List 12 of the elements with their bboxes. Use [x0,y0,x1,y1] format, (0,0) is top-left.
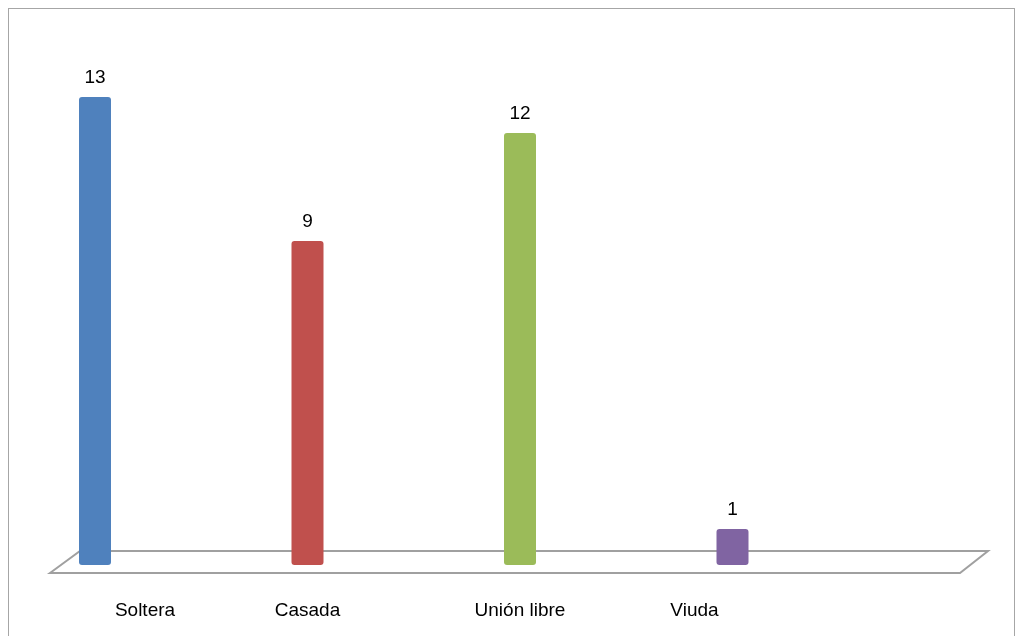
x-tick-label: Unión libre [474,599,566,620]
x-tick-label: Soltera [114,599,176,620]
data-label: 9 [302,210,313,231]
bar [291,241,324,565]
bar [716,529,749,565]
x-tick-label: Viuda [670,599,720,620]
data-label: 1 [727,498,738,519]
data-label: 13 [84,66,106,87]
x-tick-label: Casada [274,599,341,620]
bar [79,97,111,565]
bar [504,133,536,565]
data-label: 12 [509,102,531,123]
